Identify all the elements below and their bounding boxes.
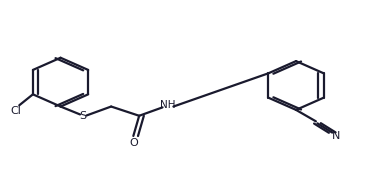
- Text: Cl: Cl: [10, 106, 21, 116]
- Text: NH: NH: [160, 100, 176, 109]
- Text: S: S: [80, 111, 87, 121]
- Text: N: N: [332, 131, 340, 141]
- Text: O: O: [129, 138, 138, 148]
